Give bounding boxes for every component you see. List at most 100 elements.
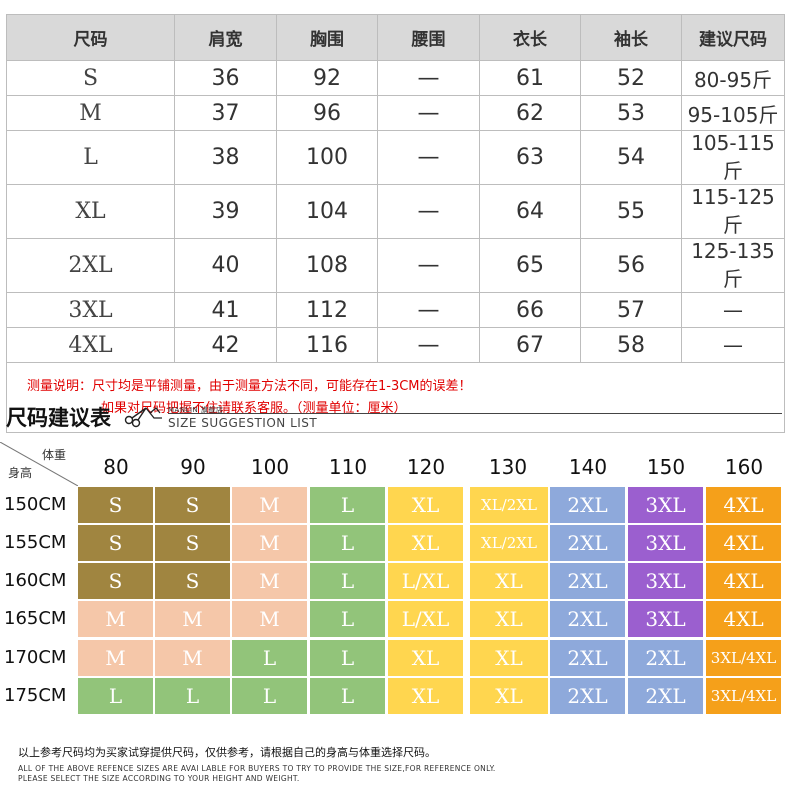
table-cell: 95-105斤 xyxy=(681,95,785,131)
size-table-header-cell: 衣长 xyxy=(479,14,581,61)
table-cell: 104 xyxy=(276,184,378,239)
suggestion-cell: XL xyxy=(388,640,463,676)
measurement-note: 测量说明：尺寸均是平铺测量，由于测量方法不同，可能存在1-3CM的误差！ 如果对… xyxy=(6,362,785,433)
size-label-cell: 2XL xyxy=(6,238,175,293)
suggestion-cell: 3XL xyxy=(628,601,703,637)
table-row: XL 39 104—64 55 115-125斤 xyxy=(6,184,785,239)
suggestion-cell: XL xyxy=(470,601,548,637)
size-table-header-cell: 胸围 xyxy=(276,14,378,61)
suggestion-cell: L xyxy=(310,525,385,561)
table-cell: 105-115斤 xyxy=(681,130,785,185)
corner-diagonal xyxy=(0,442,78,486)
suggestion-cell: M xyxy=(155,601,230,637)
size-label-cell: M xyxy=(6,95,175,131)
table-cell: 39 xyxy=(174,184,277,239)
table-cell: 54 xyxy=(580,130,682,185)
weight-header: 90 xyxy=(180,455,206,479)
height-header: 160CM xyxy=(4,570,67,591)
height-axis-label: 身高 xyxy=(8,466,33,480)
weight-header: 160 xyxy=(724,455,764,479)
size-table-body: S 36 92—61 52 80-95斤 M 37 96—62 53 95-105斤 L 38 100—… xyxy=(6,60,785,363)
suggestion-cell: 2XL xyxy=(550,563,625,599)
suggestion-cell: 3XL xyxy=(628,525,703,561)
weight-header: 120 xyxy=(406,455,446,479)
size-table-header-cell: 袖长 xyxy=(580,14,682,61)
suggestion-cell: L/XL xyxy=(388,601,463,637)
table-cell: 38 xyxy=(174,130,277,185)
suggestion-cell: S xyxy=(155,563,230,599)
size-table-header-cell: 尺码 xyxy=(6,14,175,61)
suggestion-cell: S xyxy=(155,525,230,561)
suggestion-cell: 2XL xyxy=(550,678,625,714)
table-cell: 41 xyxy=(174,292,277,328)
suggestion-cell: L xyxy=(310,640,385,676)
table-cell: 62 xyxy=(479,95,581,131)
weight-header: 130 xyxy=(488,455,528,479)
size-label-cell: 3XL xyxy=(6,292,175,328)
size-label-cell: XL xyxy=(6,184,175,239)
suggestion-cell: XL/2XL xyxy=(470,487,548,523)
table-cell: — xyxy=(377,130,480,185)
table-cell: 61 xyxy=(479,60,581,96)
weight-header: 110 xyxy=(328,455,368,479)
weight-axis-label: 体重 xyxy=(42,448,67,462)
suggestion-cell: M xyxy=(78,640,153,676)
suggestion-cell: 3XL xyxy=(628,487,703,523)
table-cell: 57 xyxy=(580,292,682,328)
table-cell: 42 xyxy=(174,327,277,363)
table-cell: 64 xyxy=(479,184,581,239)
suggestion-cell: 2XL xyxy=(550,601,625,637)
suggestion-cell: 4XL xyxy=(706,487,781,523)
table-row: L 38 100—63 54 105-115斤 xyxy=(6,130,785,185)
table-cell: 58 xyxy=(580,327,682,363)
table-row: 4XL 42 116—67 58— xyxy=(6,327,785,363)
weight-header: 150 xyxy=(646,455,686,479)
suggestion-subtitle: SIZE SUGGESTION LIST xyxy=(168,416,318,430)
weight-header: 80 xyxy=(103,455,129,479)
table-cell: 100 xyxy=(276,130,378,185)
table-cell: — xyxy=(377,95,480,131)
suggestion-cell: S xyxy=(78,525,153,561)
scissors-hanger-icon xyxy=(124,407,162,428)
suggestion-cell: 3XL xyxy=(628,563,703,599)
weight-header: 140 xyxy=(568,455,608,479)
suggestion-cell: L xyxy=(310,601,385,637)
measurement-note-line-2: 如果对尺码把握不住请联系客服。（测量单位：厘米） xyxy=(101,400,407,416)
table-row: M 37 96—62 53 95-105斤 xyxy=(6,95,785,131)
table-cell: 53 xyxy=(580,95,682,131)
height-header: 150CM xyxy=(4,494,67,515)
size-label-cell: S xyxy=(6,60,175,96)
suggestion-cell: M xyxy=(78,601,153,637)
table-cell: 66 xyxy=(479,292,581,328)
suggestion-cell: 2XL xyxy=(628,678,703,714)
size-label-cell: 4XL xyxy=(6,327,175,363)
suggestion-cell: 4XL xyxy=(706,563,781,599)
suggestion-cell: M xyxy=(232,563,307,599)
suggestion-cell: 2XL xyxy=(628,640,703,676)
suggestion-divider xyxy=(168,413,782,414)
suggestion-cell: L xyxy=(155,678,230,714)
height-header: 155CM xyxy=(4,532,67,553)
suggestion-cell: M xyxy=(232,525,307,561)
table-cell: — xyxy=(377,238,480,293)
table-cell: — xyxy=(377,60,480,96)
table-cell: 108 xyxy=(276,238,378,293)
table-cell: 125-135斤 xyxy=(681,238,785,293)
height-header: 175CM xyxy=(4,685,67,706)
suggestion-cell: S xyxy=(78,487,153,523)
suggestion-cell: L xyxy=(310,487,385,523)
table-cell: — xyxy=(681,327,785,363)
footer-note-cn: 以上参考尺码均为买家试穿提供尺码，仅供参考，请根据自己的身高与体重选择尺码。 xyxy=(18,746,436,759)
suggestion-cell: 4XL xyxy=(706,601,781,637)
suggestion-cell: L xyxy=(232,640,307,676)
height-header: 170CM xyxy=(4,647,67,668)
table-cell: 112 xyxy=(276,292,378,328)
table-cell: 52 xyxy=(580,60,682,96)
table-row: S 36 92—61 52 80-95斤 xyxy=(6,60,785,96)
table-cell: 115-125斤 xyxy=(681,184,785,239)
suggestion-cell: 2XL xyxy=(550,525,625,561)
suggestion-cell: L xyxy=(232,678,307,714)
suggestion-cell: S xyxy=(155,487,230,523)
suggestion-title: 尺码建议表 xyxy=(6,406,111,430)
suggestion-cell: 3XL/4XL xyxy=(706,678,781,714)
